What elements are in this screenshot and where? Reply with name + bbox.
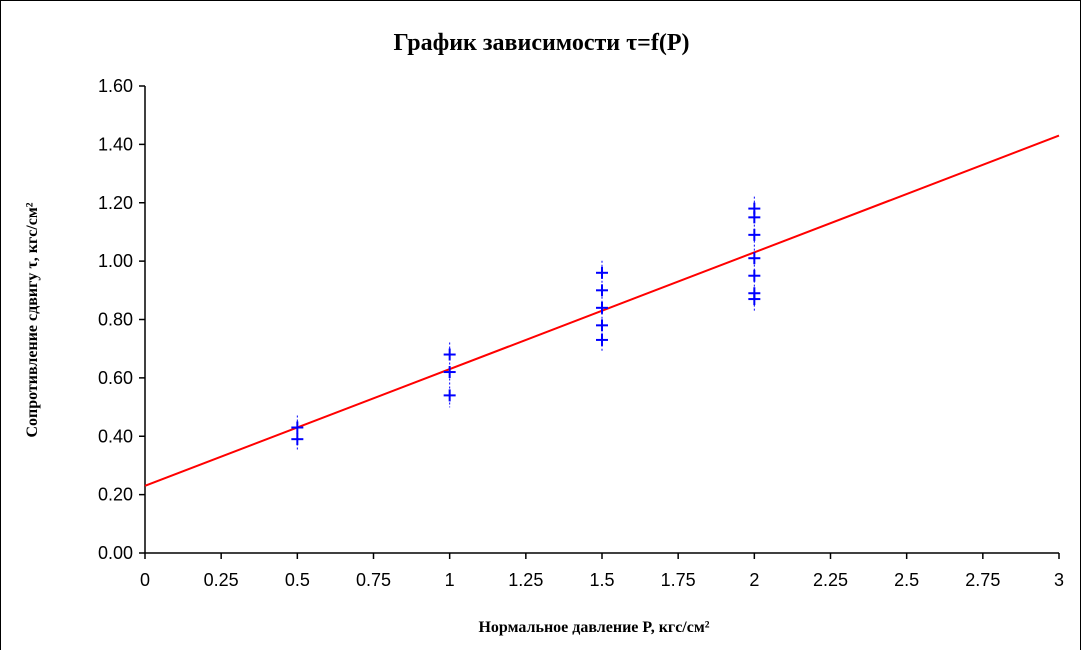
x-tick-label: 1.75 [661,570,696,590]
y-tick-label: 0.60 [98,368,133,388]
y-tick-label: 0.80 [98,310,133,330]
data-point [291,421,304,434]
data-point [596,284,608,297]
data-point [291,433,304,446]
y-tick-label: 0.00 [98,543,133,563]
data-point [748,269,761,282]
y-tick-label: 1.00 [98,251,133,271]
y-tick-label: 0.40 [98,426,133,446]
data-point [748,287,761,300]
x-tick-label: 1.25 [508,570,543,590]
x-tick-label: 1.5 [589,570,614,590]
data-point [443,366,456,379]
data-point [596,333,608,346]
y-tick-label: 1.20 [98,193,133,213]
y-tick-label: 0.20 [98,485,133,505]
data-point [443,389,456,402]
data-point [443,348,456,361]
data-point [748,202,761,215]
data-point [748,252,761,265]
x-axis-label: Нормальное давление P, кгс/см² [478,619,710,636]
x-tick-label: 2.25 [813,570,848,590]
x-tick-label: 0.5 [285,570,310,590]
data-point [596,301,608,314]
y-tick-label: 1.40 [98,134,133,154]
x-tick-label: 0 [140,570,150,590]
data-point [596,319,608,332]
x-tick-label: 1 [445,570,455,590]
chart-title: График зависимости τ=f(P) [393,30,690,56]
x-tick-label: 2.75 [965,570,1000,590]
data-point [596,266,608,279]
x-tick-label: 2 [749,570,759,590]
data-point [748,228,761,241]
x-tick-label: 0.25 [204,570,239,590]
y-tick-label: 1.60 [98,76,133,96]
x-tick-label: 0.75 [356,570,391,590]
x-tick-label: 3 [1054,570,1064,590]
x-tick-label: 2.5 [894,570,919,590]
